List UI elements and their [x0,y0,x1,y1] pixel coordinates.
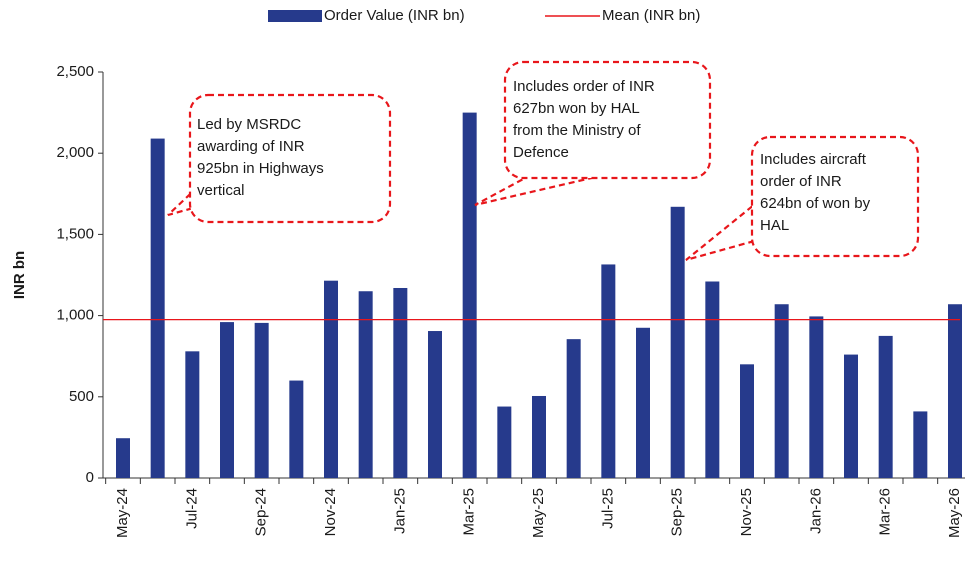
callout-tail [685,199,766,262]
y-tick-label: 1,500 [56,225,94,242]
bar [462,112,477,478]
y-axis-label: INR bn [11,251,28,299]
callout-text: HAL [760,217,789,234]
callout-text: 624bn of won by [760,195,871,212]
callout-text: 925bn in Highways [197,160,324,177]
bar [358,291,373,478]
bar [878,335,893,478]
y-tick-label: 2,000 [56,144,94,161]
bar [324,280,338,478]
x-tick-label: Mar-26 [877,488,894,536]
x-tick-label: Nov-24 [322,488,339,536]
bar [116,438,130,478]
bar [636,327,650,478]
x-tick-label: Jan-25 [391,488,408,534]
x-tick-label: Jan-26 [807,488,824,534]
legend-label: Order Value (INR bn) [324,7,465,24]
bar [601,264,616,478]
callout-text: Includes order of INR [513,78,655,95]
x-tick-label: May-26 [946,488,963,538]
bar [809,316,824,478]
bar [705,281,720,478]
callout-text: 627bn won by HAL [513,100,640,117]
bar [428,331,442,478]
bar [844,354,858,478]
bar [948,304,962,478]
callout-text: Led by MSRDC [197,116,301,133]
legend-swatch [268,10,322,22]
bar [150,138,165,479]
callout-mask [755,140,915,253]
x-tick-label: Sep-25 [669,488,686,536]
callout-text: Defence [513,144,569,161]
callout-tail [474,169,601,207]
bar [774,304,789,478]
callout-mask [193,98,387,219]
y-tick-label: 0 [86,469,94,486]
bar [220,322,234,478]
callout-text: awarding of INR [197,138,305,155]
bar [393,287,408,478]
bar [185,351,200,478]
bar [670,206,685,479]
bar [289,380,304,478]
y-tick-label: 500 [69,388,94,405]
y-tick-label: 1,000 [56,307,94,324]
bar [254,322,269,478]
bar [740,364,754,478]
callout-text: order of INR [760,173,842,190]
x-tick-label: May-24 [114,488,131,538]
x-tick-label: May-25 [530,488,547,538]
bar [913,411,928,478]
x-tick-label: Sep-24 [253,488,270,536]
bar [566,339,581,478]
x-tick-label: Nov-25 [738,488,755,536]
x-tick-label: Jul-25 [599,488,616,529]
callout-mask [508,65,707,175]
callout-text: vertical [197,182,245,199]
y-tick-label: 2,500 [56,63,94,80]
x-tick-label: Jul-24 [183,488,200,529]
x-tick-label: Mar-25 [461,488,478,536]
bar [532,395,546,478]
bar [497,406,512,478]
callout-text: from the Ministry of [513,122,641,139]
callout-text: Includes aircraft [760,151,867,168]
legend-label: Mean (INR bn) [602,7,700,24]
